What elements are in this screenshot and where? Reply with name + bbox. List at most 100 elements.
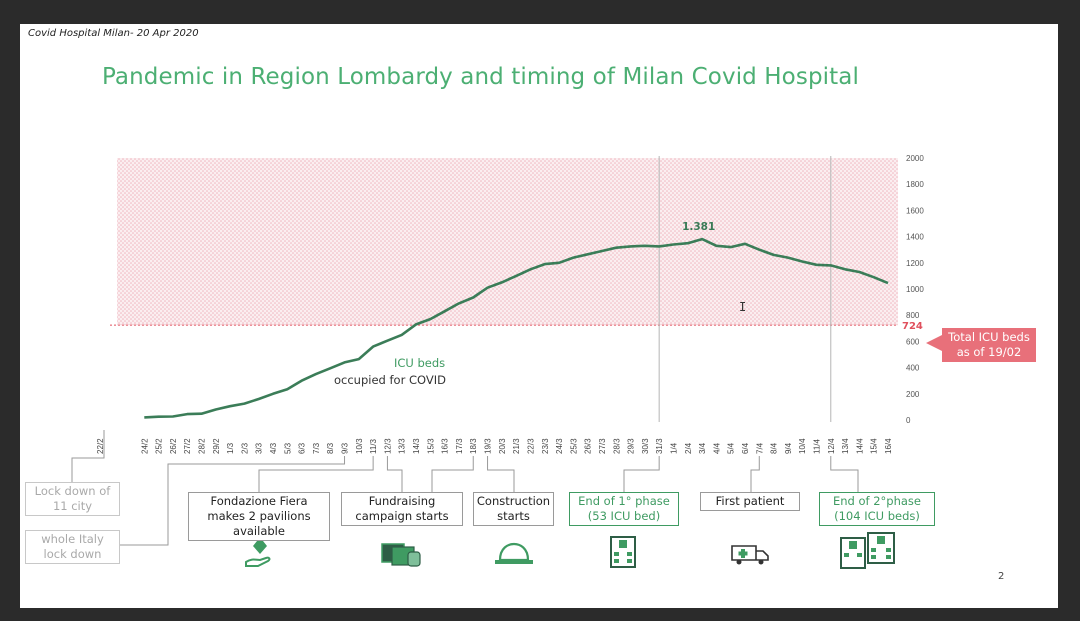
- x-tick-label: 6/3: [298, 442, 307, 454]
- x-tick-label: 12/4: [827, 438, 836, 454]
- header-note: Covid Hospital Milan- 20 Apr 2020: [28, 28, 199, 39]
- annotation-connector: [487, 456, 515, 492]
- x-tick-label: 10/4: [798, 438, 807, 454]
- x-tick-label: 25/3: [569, 438, 578, 454]
- hospital-icon: [610, 536, 636, 568]
- x-tick-label: 13/4: [841, 438, 850, 454]
- x-tick-label: 9/3: [341, 442, 350, 454]
- x-tick-label: 21/3: [512, 438, 521, 454]
- x-tick-label: 1/3: [226, 442, 235, 454]
- x-tick-label: 26/2: [169, 438, 178, 454]
- y-tick-label: 1000: [906, 285, 924, 294]
- annotation-end-phase-2: End of 2°phase (104 ICU beds): [819, 492, 935, 526]
- annotation-end-phase-1: End of 1° phase (53 ICU bed): [569, 492, 679, 526]
- x-tick-label: 17/3: [455, 438, 464, 454]
- annotation-fundraising: Fundraising campaign starts: [341, 492, 463, 526]
- x-tick-label: 12/3: [383, 438, 392, 454]
- capacity-label: Total ICU beds as of 19/02: [942, 328, 1036, 362]
- series-label-line1: ICU beds: [394, 356, 446, 370]
- y-tick-label: 1800: [906, 180, 924, 189]
- icu-chart: 0 200 400 600 800 1000 1200 1400 1600 1800 2000 22…: [71, 154, 924, 546]
- x-tick-label: 30/3: [641, 438, 650, 454]
- y-tick-label: 200: [906, 390, 920, 399]
- x-tick-label: 5/4: [727, 442, 736, 454]
- y-tick-label: 400: [906, 364, 920, 373]
- x-tick-label: 10/3: [355, 438, 364, 454]
- annotation-connector: [386, 456, 403, 492]
- x-tick-label: 22/2: [96, 438, 105, 454]
- capacity-exceeded-zone: [117, 158, 898, 326]
- x-tick-label: 7/3: [312, 442, 321, 454]
- x-tick-label: 1/4: [669, 442, 678, 454]
- annotation-fiera-pavilions: Fondazione Fiera makes 2 pavilions avail…: [188, 492, 330, 541]
- y-tick-label: 2000: [906, 154, 924, 163]
- x-tick-label: 16/3: [441, 438, 450, 454]
- annotation-connector: [623, 456, 660, 492]
- x-tick-label: 31/3: [655, 438, 664, 454]
- hand-gem-icon: [245, 541, 271, 567]
- y-tick-label: 600: [906, 337, 920, 346]
- capacity-arrow: [926, 335, 942, 351]
- money-icon: [381, 543, 421, 567]
- x-tick-label: 23/3: [541, 438, 550, 454]
- annotation-connector: [71, 430, 105, 482]
- annotation-connector: [750, 456, 760, 492]
- x-tick-label: 18/3: [469, 438, 478, 454]
- y-tick-label: 1600: [906, 206, 924, 215]
- page-number: 2: [998, 571, 1005, 582]
- x-tick-label: 27/2: [183, 438, 192, 454]
- ambulance-icon: [731, 545, 769, 565]
- y-tick-label: 800: [906, 311, 920, 320]
- x-tick-label: 4/3: [269, 442, 278, 454]
- annotation-connector: [830, 456, 859, 492]
- x-tick-label: 5/3: [283, 442, 292, 454]
- y-tick-label: 0: [906, 416, 911, 425]
- x-tick-label: 11/3: [369, 438, 378, 454]
- x-tick-label: 29/3: [627, 438, 636, 454]
- x-tick-label: 14/4: [855, 438, 864, 454]
- x-tick-label: 22/3: [526, 438, 535, 454]
- x-tick-label: 26/3: [584, 438, 593, 454]
- peak-label: 1.381: [682, 221, 716, 234]
- x-tick-label: 3/3: [255, 442, 264, 454]
- text-cursor-icon: I: [739, 300, 747, 314]
- x-tick-label: 24/2: [140, 438, 149, 454]
- x-tick-label: 4/4: [712, 442, 721, 454]
- annotation-italy-lockdown: whole Italy lock down: [25, 530, 120, 564]
- x-tick-label: 24/3: [555, 438, 564, 454]
- series-label-line2: occupied for COVID: [334, 373, 446, 387]
- x-tick-label: 2/3: [240, 442, 249, 454]
- x-tick-label: 8/4: [770, 442, 779, 454]
- hard-hat-icon: [495, 542, 533, 564]
- icu-occupancy-line: [144, 237, 889, 419]
- x-tick-label: 6/4: [741, 442, 750, 454]
- x-tick-label: 3/4: [698, 442, 707, 454]
- annotation-connector: [431, 456, 474, 492]
- slide: Covid Hospital Milan- 20 Apr 2020 Pandem…: [20, 24, 1058, 608]
- page-title: Pandemic in Region Lombardy and timing o…: [102, 64, 859, 90]
- x-tick-label: 11/4: [812, 438, 821, 454]
- x-tick-label: 19/3: [484, 438, 493, 454]
- annotation-lockdown-11-city: Lock down of 11 city: [25, 482, 120, 516]
- x-tick-label: 16/4: [884, 438, 893, 454]
- capacity-value: 724: [902, 321, 923, 332]
- x-tick-label: 28/2: [198, 438, 207, 454]
- annotation-construction: Construction starts: [473, 492, 554, 526]
- x-tick-label: 15/3: [426, 438, 435, 454]
- x-tick-label: 2/4: [684, 442, 693, 454]
- x-tick-label: 29/2: [212, 438, 221, 454]
- annotation-connector: [258, 456, 374, 492]
- x-tick-label: 8/3: [326, 442, 335, 454]
- x-tick-label: 14/3: [412, 438, 421, 454]
- y-tick-label: 1400: [906, 233, 924, 242]
- x-tick-label: 28/3: [612, 438, 621, 454]
- x-tick-label: 20/3: [498, 438, 507, 454]
- x-tick-label: 13/3: [398, 438, 407, 454]
- x-tick-label: 15/4: [870, 438, 879, 454]
- hospitals-icon: [840, 532, 895, 569]
- x-tick-label: 25/2: [155, 438, 164, 454]
- x-tick-label: 9/4: [784, 442, 793, 454]
- annotation-connector: [120, 456, 346, 546]
- x-tick-label: 7/4: [755, 442, 764, 454]
- y-tick-label: 1200: [906, 259, 924, 268]
